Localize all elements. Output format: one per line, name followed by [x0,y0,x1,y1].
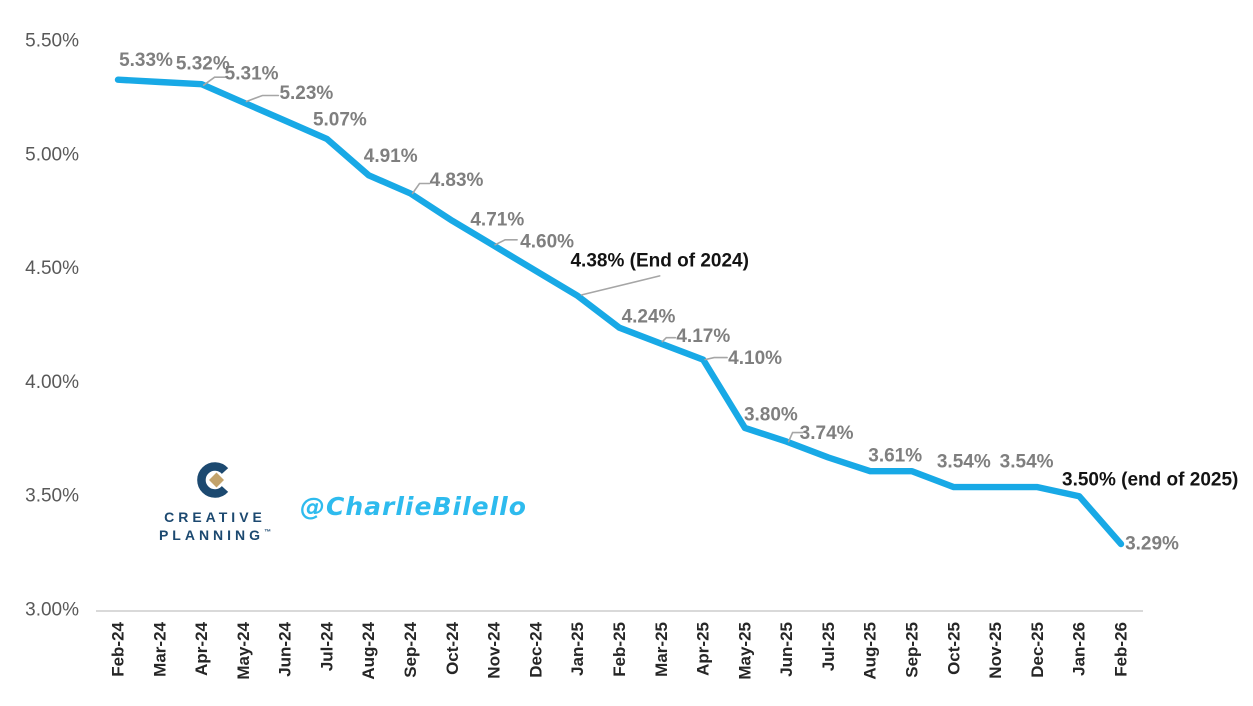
x-axis-tick-label: Jun-25 [777,622,796,677]
x-axis-tick-label: Oct-25 [944,622,963,675]
label-leader-line [245,94,280,103]
x-axis-tick-label: Jul-25 [819,622,838,671]
logo-diamond-icon [209,472,224,488]
data-label: 3.80% [744,404,798,425]
label-leader-line [411,182,431,195]
annotation-label: 3.50% (end of 2025) [1062,470,1238,491]
logo-text-line2: PLANNING™ [158,527,272,543]
x-axis-tick-label: Jun-24 [276,621,295,676]
y-axis-tick-label: 3.50% [25,486,79,507]
y-axis-tick-label: 3.00% [25,600,79,621]
x-axis-tick-label: Aug-25 [861,622,880,680]
data-label: 3.29% [1125,534,1179,555]
data-label: 5.33% [119,50,173,71]
label-leader-line [580,275,661,296]
data-label: 3.61% [868,446,922,467]
x-axis-tick-label: Mar-25 [652,622,671,677]
x-axis-tick-label: May-25 [735,622,754,680]
data-label: 4.10% [728,348,782,369]
x-axis-tick-label: Sep-24 [401,621,420,677]
x-axis-tick-label: Feb-26 [1111,622,1130,677]
creative-planning-logo-mark [197,462,229,498]
logo-c-glyph [197,462,229,498]
data-label: 5.32% [176,54,230,75]
label-leader-line [661,336,677,343]
annotation-label: 4.38% (End of 2024) [570,250,748,271]
creative-planning-logo: CREATIVE PLANNING™ [134,458,296,542]
label-leader-line [202,76,227,86]
data-label: 4.83% [430,170,484,191]
label-leader-line [494,239,518,246]
x-axis-tick-label: Apr-24 [192,621,211,675]
x-axis-tick-label: Nov-25 [986,622,1005,679]
label-leader-line [787,431,804,443]
x-axis-tick-label: Jul-24 [317,621,336,671]
x-axis-tick-label: Dec-25 [1028,622,1047,678]
label-leader-line [704,356,728,361]
x-axis-tick-label: Mar-24 [150,621,169,676]
x-axis-tick-label: May-24 [234,621,253,679]
charliebilello-watermark: @CharlieBilello [300,492,527,521]
logo-text-line1: CREATIVE [164,509,266,525]
data-label: 4.91% [364,146,418,167]
data-label: 3.54% [1000,452,1054,473]
x-axis-tick-label: Sep-25 [903,622,922,678]
x-axis-tick-label: Aug-24 [359,621,378,679]
data-label: 5.23% [279,83,333,104]
x-axis-tick-label: Apr-25 [694,622,713,676]
data-label: 3.74% [800,423,854,444]
data-label: 5.07% [313,109,367,130]
x-axis-tick-label: Dec-24 [526,621,545,677]
trademark-symbol: ™ [264,529,272,536]
x-axis-tick-label: Feb-25 [610,622,629,677]
y-axis-tick-label: 4.50% [25,258,79,279]
data-label: 4.17% [676,326,730,347]
y-axis-tick-label: 4.00% [25,372,79,393]
data-label: 4.71% [470,209,524,230]
y-axis-tick-label: 5.00% [25,144,79,165]
x-axis-tick-label: Feb-24 [109,621,128,676]
data-label: 4.24% [622,306,676,327]
x-axis-tick-label: Oct-24 [443,621,462,674]
series-line [114,76,1125,548]
x-axis-tick-label: Jan-25 [568,622,587,676]
data-label: 5.31% [225,64,279,85]
data-label: 3.54% [937,452,991,473]
y-axis-tick-label: 5.50% [25,31,79,52]
x-axis-tick-label: Nov-24 [485,621,504,678]
x-axis-tick-label: Jan-26 [1070,622,1089,676]
data-label: 4.60% [520,231,574,252]
